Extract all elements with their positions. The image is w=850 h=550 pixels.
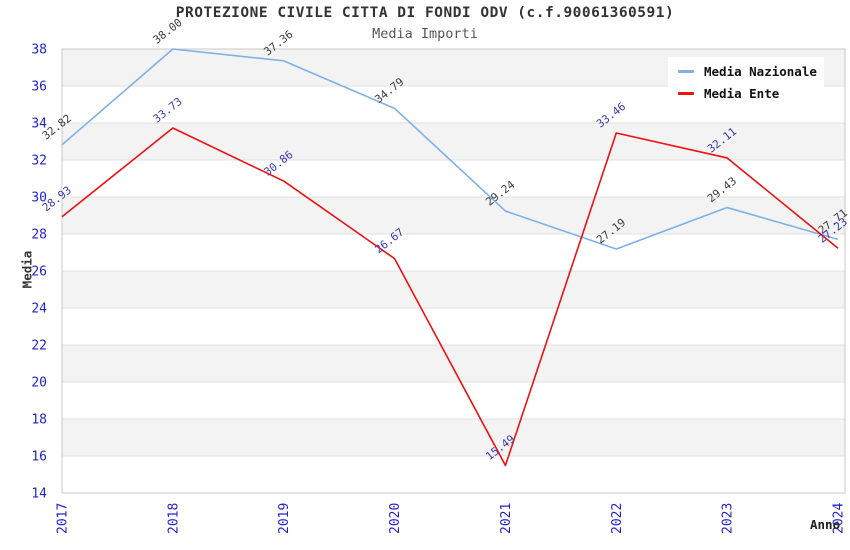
point-label-media-ente: 33.73 [151, 95, 185, 126]
y-tick-label: 16 [31, 450, 47, 465]
series-line-media-nazionale [61, 48, 839, 250]
plot-band [62, 197, 845, 234]
x-tick-label: 2021 [499, 503, 514, 534]
x-axis-title: Anno [810, 517, 841, 532]
plot-band [62, 345, 845, 382]
y-tick-label: 14 [31, 487, 47, 502]
x-tick-label: 2023 [721, 503, 736, 534]
y-tick-label: 22 [31, 339, 47, 354]
x-tick-label: 2020 [388, 503, 403, 534]
plot-border [61, 48, 846, 494]
x-tick-label: 2022 [610, 503, 625, 534]
series-line-media-ente [61, 127, 839, 467]
legend-item-media-ente: Media Ente [678, 86, 824, 101]
page-title: PROTEZIONE CIVILE CITTA DI FONDI ODV (c.… [175, 5, 675, 21]
y-tick-label: 38 [31, 43, 47, 58]
y-tick-label: 30 [31, 191, 47, 206]
legend-swatch-media-nazionale-icon [678, 70, 694, 73]
legend-swatch-media-ente-icon [678, 92, 694, 95]
x-tick-label: 2017 [56, 503, 71, 534]
y-tick-label: 20 [31, 376, 47, 391]
plot-band [62, 419, 845, 456]
chart-subtitle: Media Importi [372, 26, 478, 42]
y-tick-label: 34 [31, 117, 47, 132]
y-tick-label: 18 [31, 413, 47, 428]
y-axis-title: Media [19, 250, 35, 289]
plot-band [62, 123, 845, 160]
y-tick-label: 32 [31, 154, 47, 169]
x-tick-label: 2019 [277, 503, 292, 534]
legend: Media Nazionale Media Ente [668, 57, 824, 108]
x-tick-label: 2024 [832, 503, 847, 534]
y-tick-label: 36 [31, 80, 47, 95]
legend-label-media-ente: Media Ente [704, 86, 780, 101]
legend-item-media-nazionale: Media Nazionale [678, 64, 824, 79]
x-tick-label: 2018 [166, 503, 181, 534]
y-tick-label: 24 [31, 302, 47, 317]
y-tick-label: 26 [31, 265, 47, 280]
point-label-media-nazionale: 38.00 [151, 16, 185, 47]
plot-band [62, 271, 845, 308]
y-tick-label: 28 [31, 228, 47, 243]
legend-label-media-nazionale: Media Nazionale [704, 64, 817, 79]
